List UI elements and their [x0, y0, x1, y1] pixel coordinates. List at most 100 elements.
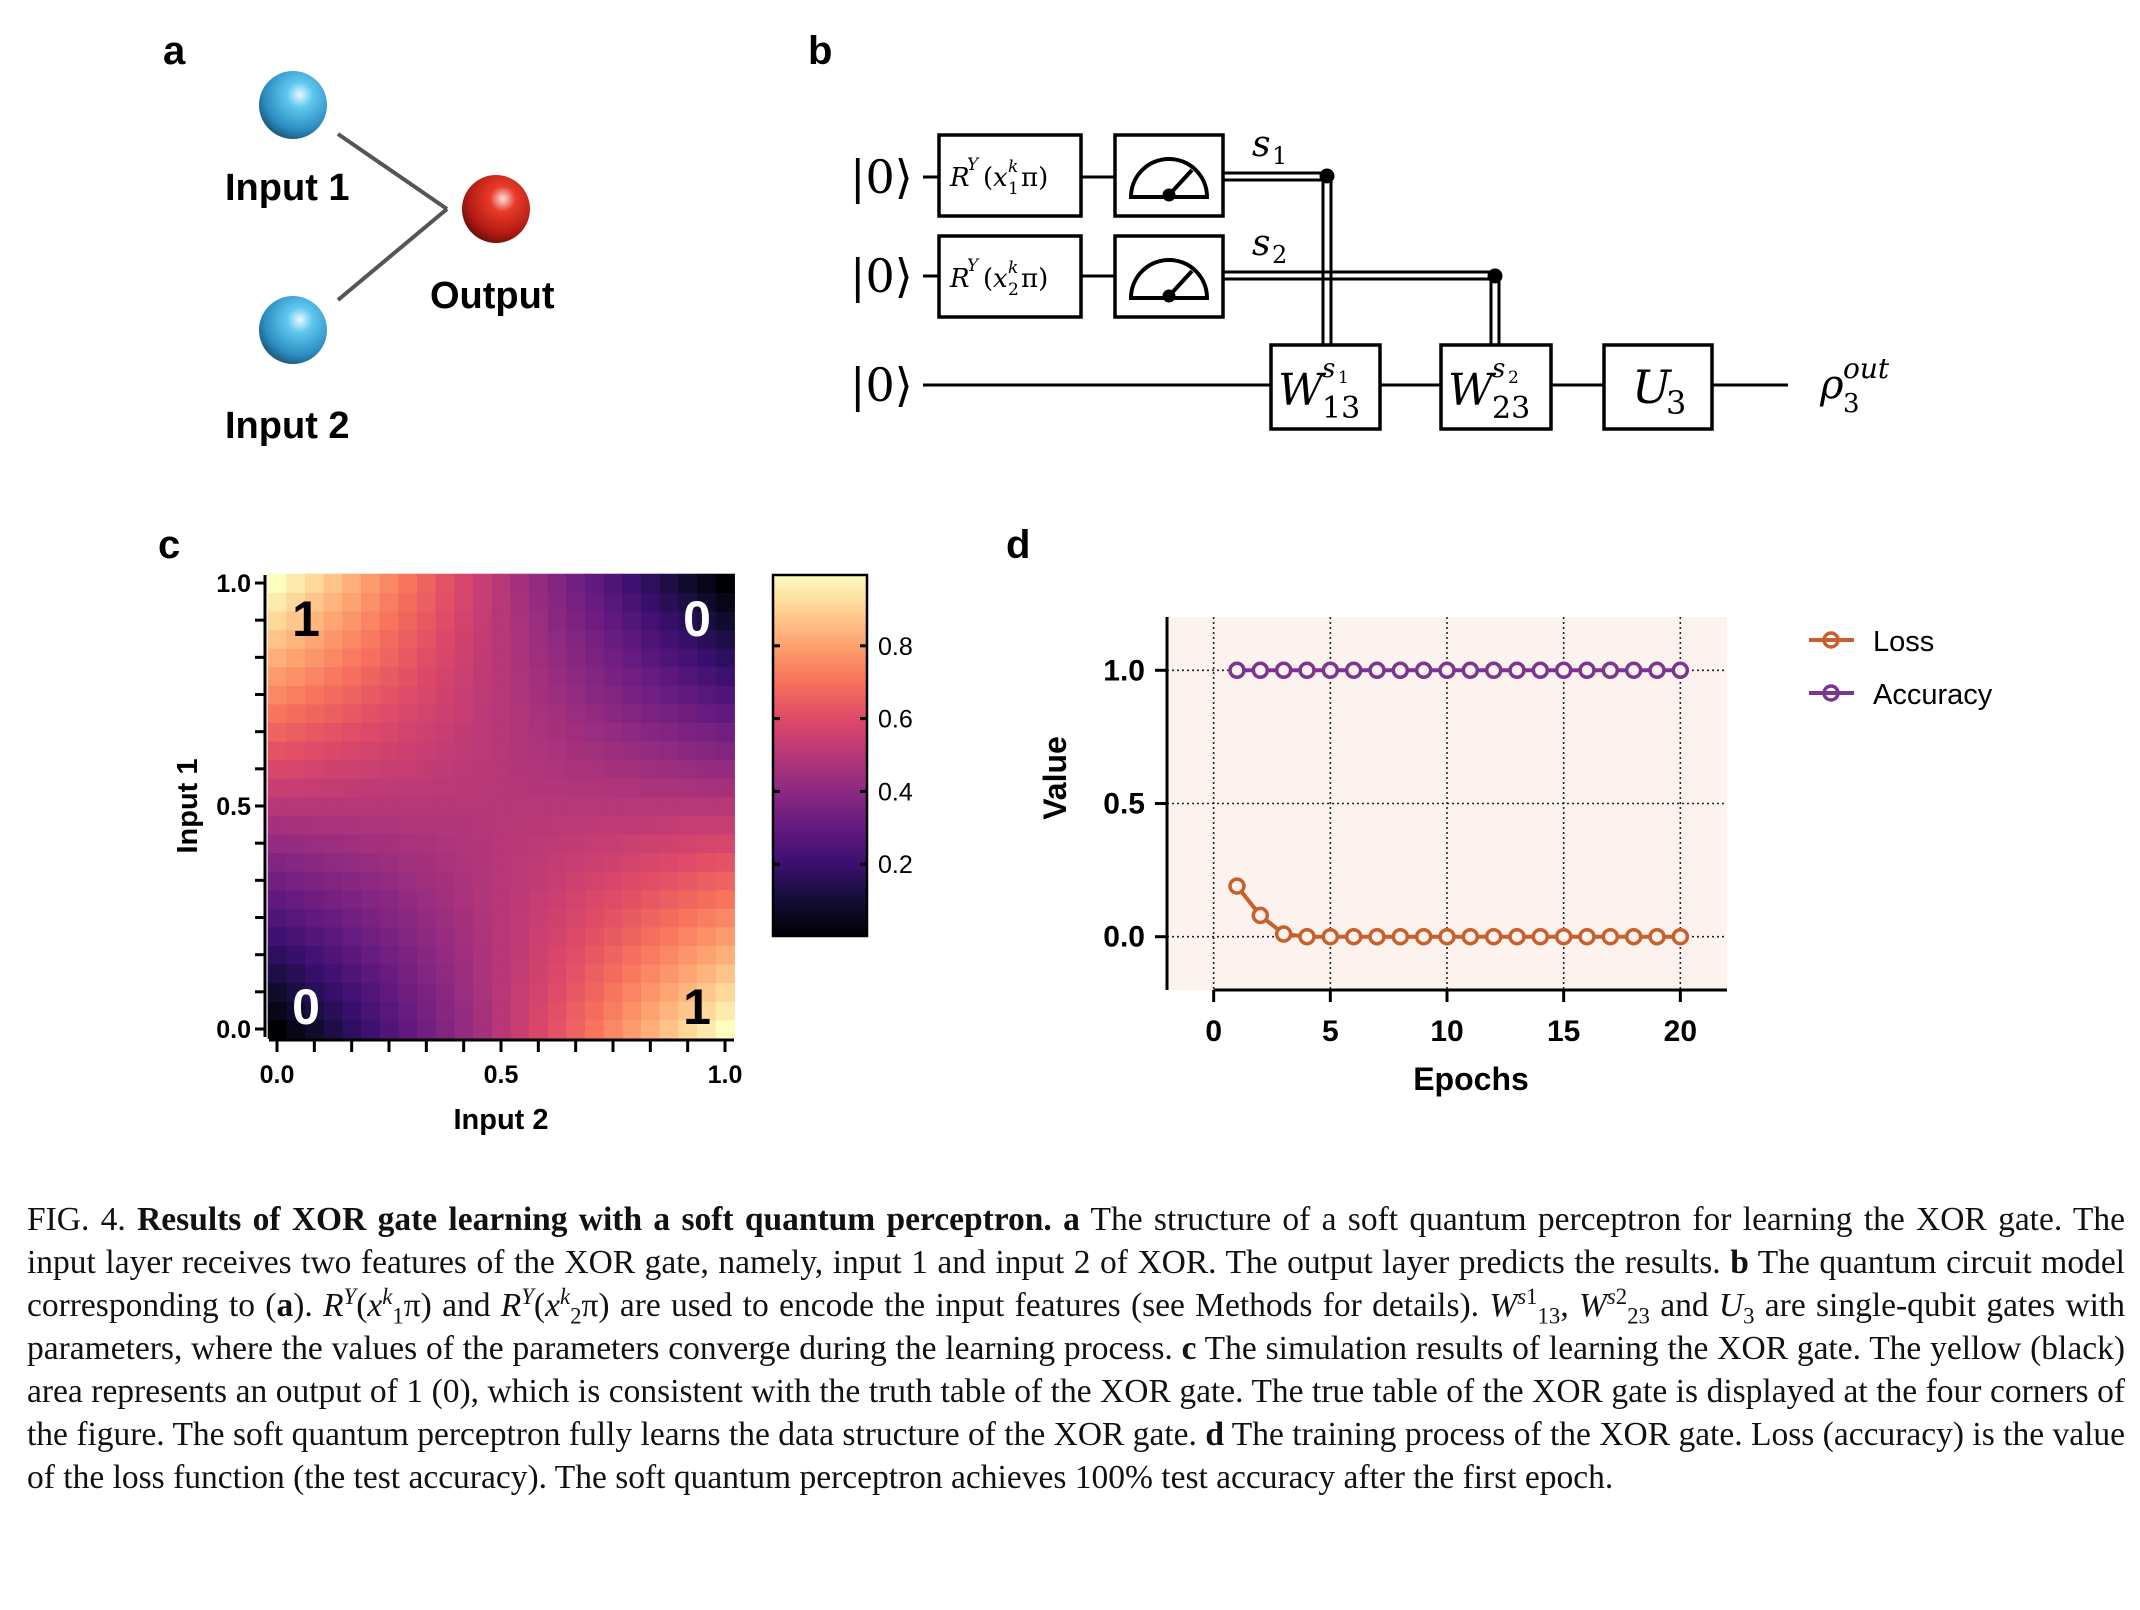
heatmap-cell	[398, 592, 418, 612]
heatmap-cell	[473, 703, 493, 723]
heatmap-cell	[641, 759, 661, 779]
heatmap-cell	[286, 610, 306, 631]
heatmap-cell	[417, 796, 437, 816]
heatmap-cell	[454, 926, 474, 946]
heatmap-cell	[603, 926, 623, 946]
heatmap-cell	[323, 945, 343, 965]
heatmap-cell	[603, 1001, 623, 1021]
svg-text:23: 23	[1492, 391, 1530, 426]
meter-icon	[1113, 234, 1225, 319]
heatmap-cell	[547, 833, 567, 854]
heatmap-cell	[641, 926, 661, 946]
heatmap-cell	[454, 610, 474, 631]
heatmap-cell	[678, 982, 698, 1002]
heatmap-cell	[491, 982, 511, 1002]
heatmap-cell	[697, 759, 717, 779]
heatmap-cell	[435, 592, 455, 612]
heatmap-cell	[547, 685, 567, 705]
caption-panel-b: b	[1730, 1244, 1749, 1281]
heatmap-cell	[566, 833, 586, 854]
math-w23: Ws223	[1579, 1283, 1650, 1329]
heatmap-cell	[305, 592, 325, 612]
heatmap-cell	[622, 871, 642, 891]
heatmap-cell	[641, 666, 661, 686]
x-tick-label: 5	[1322, 1015, 1339, 1048]
data-point-loss	[1344, 927, 1363, 946]
heatmap-cell	[267, 666, 287, 686]
heatmap-cell	[342, 685, 362, 705]
heatmap-cell	[697, 740, 717, 761]
heatmap-cell	[659, 1019, 679, 1039]
heatmap-cell	[286, 833, 306, 854]
heatmap-cell	[305, 871, 325, 891]
caption-text: and	[1649, 1287, 1719, 1324]
heatmap-cell	[473, 945, 493, 965]
heatmap-cell	[361, 648, 381, 668]
heatmap-cell	[585, 796, 605, 816]
heatmap-cell	[305, 573, 325, 593]
heatmap-cell	[510, 833, 530, 854]
heatmap-cell	[697, 648, 717, 668]
connection-line-1	[336, 132, 449, 211]
heatmap-cell	[342, 908, 362, 928]
heatmap-cell	[678, 722, 698, 742]
caption-panel-d: d	[1205, 1416, 1224, 1453]
heatmap-cell	[267, 740, 287, 761]
heatmap-cell	[342, 703, 362, 723]
caption-text: ,	[1560, 1287, 1579, 1324]
heatmap-cell	[398, 610, 418, 631]
heatmap-cell	[715, 740, 735, 761]
caption-panel-c: c	[1181, 1330, 1197, 1367]
legend: Loss Accuracy	[1809, 626, 1993, 711]
heatmap-cell	[529, 759, 549, 779]
heatmap-cell	[529, 666, 549, 686]
heatmap-cell	[603, 740, 623, 761]
heatmap-cell	[678, 796, 698, 816]
heatmap-cell	[398, 722, 418, 742]
heatmap-cell	[566, 871, 586, 891]
heatmap-cell	[398, 796, 418, 816]
heatmap-cell	[547, 815, 567, 835]
heatmap-cell	[491, 926, 511, 946]
heatmap-cell	[305, 889, 325, 909]
heatmap-cell	[435, 648, 455, 668]
heatmap-cell	[529, 740, 549, 761]
heatmap-cell	[715, 926, 735, 946]
heatmap-cell	[267, 982, 287, 1002]
heatmap-cell	[603, 685, 623, 705]
heatmap-cell	[697, 945, 717, 965]
figure-caption: FIG. 4. Results of XOR gate learning wit…	[27, 1198, 2125, 1499]
heatmap-cell	[267, 778, 287, 798]
heatmap-cell	[473, 573, 493, 593]
svg-text:3: 3	[1843, 389, 1860, 419]
heatmap-cell	[678, 833, 698, 854]
heatmap-cell	[659, 629, 679, 649]
heatmap-cell	[491, 963, 511, 984]
heatmap-cell	[547, 871, 567, 891]
heatmap-cell	[566, 982, 586, 1002]
heatmap-cell	[305, 982, 325, 1002]
colorbar-tick-label: 0.4	[878, 778, 913, 806]
heatmap-cell	[659, 648, 679, 668]
heatmap-cell	[491, 610, 511, 631]
heatmap-cell	[417, 629, 437, 649]
heatmap-cell	[435, 833, 455, 854]
heatmap-cell	[547, 796, 567, 816]
heatmap-cell	[435, 778, 455, 798]
heatmap-cell	[697, 703, 717, 723]
heatmap-cell	[659, 666, 679, 686]
heatmap-cell	[547, 703, 567, 723]
heatmap-cell	[454, 778, 474, 798]
heatmap-cell	[510, 629, 530, 649]
heatmap-cell	[305, 666, 325, 686]
heatmap-cell	[622, 963, 642, 984]
heatmap-cell	[361, 871, 381, 891]
heatmap-cell	[435, 963, 455, 984]
x-tick-label: 0	[1205, 1015, 1222, 1048]
heatmap-cell	[529, 1019, 549, 1039]
heatmap-cell	[361, 740, 381, 761]
heatmap-cell	[473, 1019, 493, 1039]
heatmap-cell	[305, 1019, 325, 1039]
caption-text: ).	[293, 1287, 324, 1324]
heatmap-cell	[361, 759, 381, 779]
